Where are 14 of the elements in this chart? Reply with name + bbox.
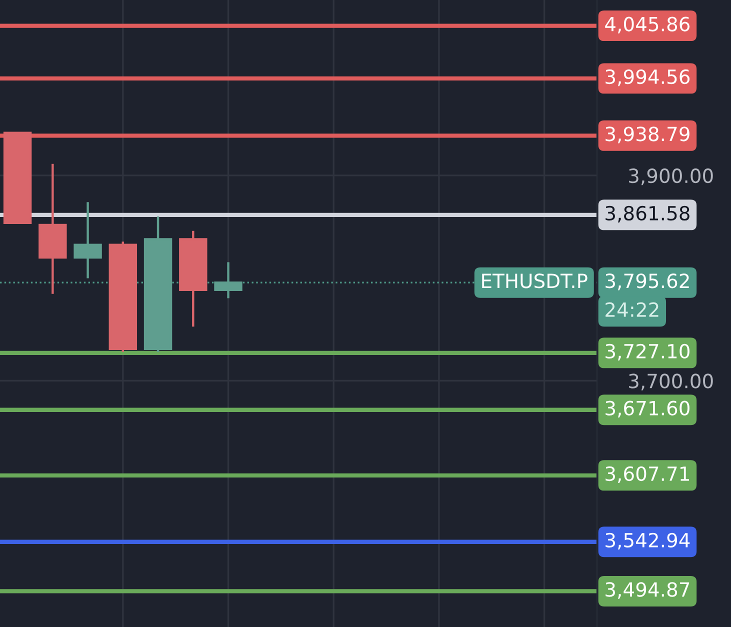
ref-line-label: 3,494.87 — [606, 582, 690, 599]
ref-line-label: 3,542.94 — [606, 532, 690, 550]
text: 24:22 — [606, 302, 658, 317]
ref-line-label: 3,994.56 — [606, 69, 690, 86]
ref-line-label: 3,727.10 — [606, 344, 690, 361]
ref-line-label: 3,861.58 — [606, 206, 690, 223]
y-tick-label: 3,900.00 — [629, 168, 713, 186]
ref-line-label: 3,795.62 — [606, 274, 689, 290]
ref-line-label: 4,045.86 — [605, 16, 690, 34]
y-tick-label: 3,700.00 — [629, 374, 713, 390]
annotation: ETHUSDT.P — [482, 274, 588, 288]
ref-line-label: 3,607.71 — [606, 466, 689, 484]
ref-line-label: 3,671.60 — [606, 400, 690, 418]
ref-line-label: 3,938.79 — [606, 126, 690, 144]
